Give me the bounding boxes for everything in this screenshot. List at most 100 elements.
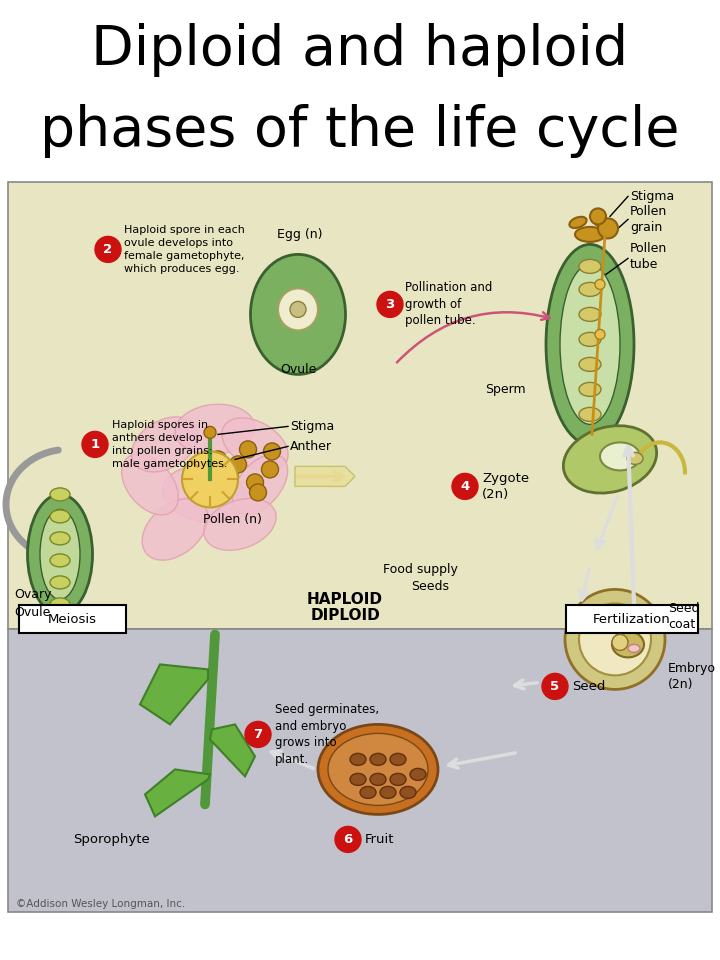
Text: ©Addison Wesley Longman, Inc.: ©Addison Wesley Longman, Inc. bbox=[16, 900, 185, 909]
Ellipse shape bbox=[50, 554, 70, 567]
Text: Anther: Anther bbox=[290, 440, 332, 453]
Circle shape bbox=[290, 301, 306, 318]
Text: Zygote
(2n): Zygote (2n) bbox=[482, 472, 529, 501]
Ellipse shape bbox=[563, 425, 657, 493]
Text: 2: 2 bbox=[104, 243, 112, 256]
Text: Embryo
(2n): Embryo (2n) bbox=[668, 661, 716, 691]
Text: Ovary: Ovary bbox=[14, 588, 52, 601]
Ellipse shape bbox=[27, 494, 92, 614]
Circle shape bbox=[222, 468, 238, 485]
Circle shape bbox=[207, 484, 223, 501]
Circle shape bbox=[230, 456, 246, 473]
Text: 4: 4 bbox=[460, 480, 469, 492]
Ellipse shape bbox=[579, 382, 601, 396]
Ellipse shape bbox=[350, 754, 366, 765]
Circle shape bbox=[612, 635, 628, 651]
Text: HAPLOID: HAPLOID bbox=[307, 592, 383, 608]
Ellipse shape bbox=[410, 768, 426, 780]
Circle shape bbox=[240, 441, 256, 458]
Circle shape bbox=[246, 474, 264, 491]
Circle shape bbox=[264, 443, 281, 460]
Circle shape bbox=[335, 827, 361, 852]
Text: Stigma: Stigma bbox=[630, 190, 674, 203]
Text: Meiosis: Meiosis bbox=[48, 612, 96, 626]
Text: Seed germinates,
and embryo
grows into
plant.: Seed germinates, and embryo grows into p… bbox=[275, 703, 379, 766]
Text: Sporophyte: Sporophyte bbox=[73, 833, 150, 846]
Ellipse shape bbox=[579, 357, 601, 372]
Ellipse shape bbox=[380, 786, 396, 799]
Ellipse shape bbox=[628, 644, 640, 653]
Text: DIPLOID: DIPLOID bbox=[310, 609, 380, 623]
Circle shape bbox=[250, 484, 266, 501]
Ellipse shape bbox=[400, 786, 416, 799]
Polygon shape bbox=[295, 467, 355, 487]
Text: 1: 1 bbox=[91, 438, 99, 451]
Ellipse shape bbox=[233, 454, 288, 515]
Ellipse shape bbox=[50, 488, 70, 501]
Ellipse shape bbox=[370, 774, 386, 785]
Ellipse shape bbox=[570, 217, 587, 228]
Ellipse shape bbox=[579, 332, 601, 347]
Text: Pollen
grain: Pollen grain bbox=[630, 204, 667, 234]
Text: Food supply: Food supply bbox=[382, 563, 457, 576]
Ellipse shape bbox=[600, 443, 640, 470]
Ellipse shape bbox=[390, 774, 406, 785]
Ellipse shape bbox=[142, 498, 208, 561]
Circle shape bbox=[595, 279, 605, 289]
Ellipse shape bbox=[390, 754, 406, 765]
Text: Seed
coat: Seed coat bbox=[668, 602, 700, 631]
Text: Haploid spores in
anthers develop
into pollen grains:
male gametophytes.: Haploid spores in anthers develop into p… bbox=[112, 420, 228, 468]
Ellipse shape bbox=[318, 725, 438, 814]
Text: Fertilization: Fertilization bbox=[593, 612, 671, 626]
Polygon shape bbox=[210, 725, 255, 777]
Ellipse shape bbox=[350, 774, 366, 785]
Text: Ovule: Ovule bbox=[280, 363, 316, 376]
Text: phases of the life cycle: phases of the life cycle bbox=[40, 104, 680, 158]
Ellipse shape bbox=[593, 217, 611, 228]
Text: Seeds: Seeds bbox=[411, 580, 449, 593]
Circle shape bbox=[452, 473, 478, 499]
FancyBboxPatch shape bbox=[566, 606, 698, 634]
Ellipse shape bbox=[278, 288, 318, 330]
Ellipse shape bbox=[612, 632, 644, 658]
Circle shape bbox=[210, 451, 227, 468]
Ellipse shape bbox=[122, 454, 179, 515]
Ellipse shape bbox=[251, 254, 346, 374]
Circle shape bbox=[377, 292, 403, 318]
Bar bbox=[8, 630, 712, 912]
Polygon shape bbox=[145, 769, 210, 816]
Text: Seed: Seed bbox=[572, 680, 606, 693]
Ellipse shape bbox=[575, 227, 605, 242]
Ellipse shape bbox=[579, 259, 601, 274]
Ellipse shape bbox=[50, 532, 70, 545]
Ellipse shape bbox=[560, 264, 620, 424]
Text: Pollen (n): Pollen (n) bbox=[202, 513, 261, 526]
Ellipse shape bbox=[175, 404, 255, 454]
Polygon shape bbox=[140, 664, 208, 725]
Ellipse shape bbox=[546, 245, 634, 444]
Ellipse shape bbox=[579, 282, 601, 297]
Ellipse shape bbox=[50, 598, 70, 611]
Circle shape bbox=[598, 219, 618, 238]
Circle shape bbox=[245, 721, 271, 748]
Circle shape bbox=[82, 431, 108, 457]
Text: Pollen
tube: Pollen tube bbox=[630, 242, 667, 271]
Ellipse shape bbox=[163, 467, 247, 522]
Text: Ovule: Ovule bbox=[14, 606, 50, 619]
Text: Fruit: Fruit bbox=[365, 833, 395, 846]
Text: Diploid and haploid: Diploid and haploid bbox=[91, 23, 629, 78]
Ellipse shape bbox=[222, 418, 288, 471]
Text: 5: 5 bbox=[550, 680, 559, 693]
Circle shape bbox=[182, 451, 238, 508]
Ellipse shape bbox=[132, 417, 199, 472]
Circle shape bbox=[186, 471, 204, 488]
Ellipse shape bbox=[40, 510, 80, 599]
Ellipse shape bbox=[50, 576, 70, 588]
Ellipse shape bbox=[579, 307, 601, 322]
Text: Egg (n): Egg (n) bbox=[277, 228, 323, 241]
Ellipse shape bbox=[579, 604, 651, 676]
Circle shape bbox=[590, 208, 606, 225]
Text: 3: 3 bbox=[385, 298, 395, 311]
Text: 7: 7 bbox=[253, 728, 263, 741]
Circle shape bbox=[204, 426, 216, 439]
